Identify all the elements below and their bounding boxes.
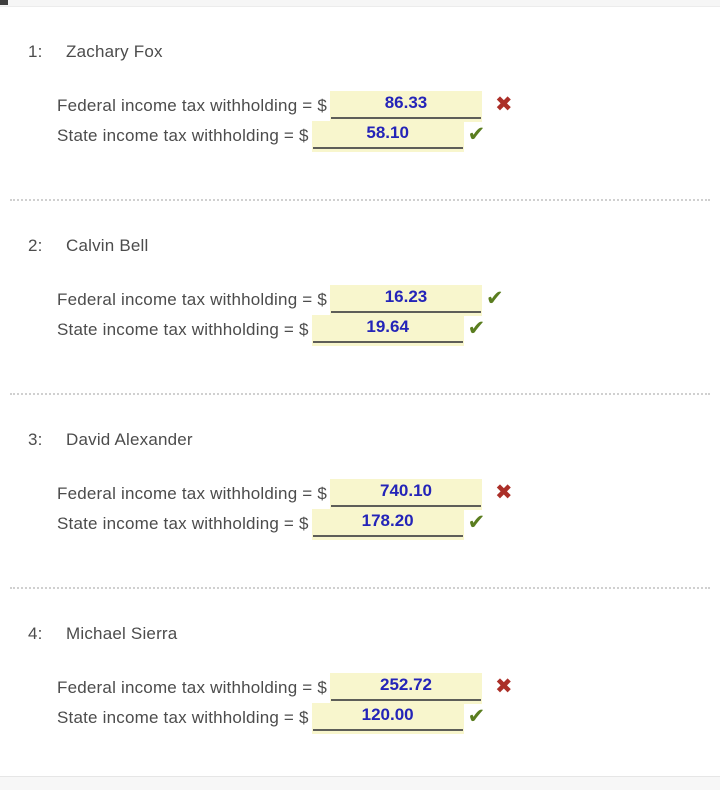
- bottom-page-edge: [0, 776, 720, 790]
- state-answer-field: [311, 315, 464, 346]
- problem-name: Michael Sierra: [66, 624, 178, 643]
- federal-label: Federal income tax withholding = $: [57, 678, 327, 697]
- state-amount-input[interactable]: [311, 703, 464, 734]
- federal-answer-field: [329, 285, 482, 316]
- federal-amount-input[interactable]: [329, 673, 482, 704]
- state-label: State income tax withholding = $: [57, 708, 309, 727]
- problem-header: 4: Michael Sierra: [0, 624, 720, 644]
- federal-row: Federal income tax withholding = $ ✖: [57, 673, 720, 704]
- dotted-divider: [10, 587, 710, 589]
- answer-rows: Federal income tax withholding = $ ✖ Sta…: [57, 673, 720, 734]
- federal-label: Federal income tax withholding = $: [57, 96, 327, 115]
- top-page-edge: [0, 0, 720, 7]
- problem-block-4: 4: Michael Sierra Federal income tax wit…: [0, 589, 720, 734]
- federal-answer-field: [329, 673, 482, 704]
- federal-label: Federal income tax withholding = $: [57, 484, 327, 503]
- federal-answer-field: [329, 479, 482, 510]
- answer-rows: Federal income tax withholding = $ ✖ Sta…: [57, 479, 720, 540]
- federal-label: Federal income tax withholding = $: [57, 290, 327, 309]
- state-label: State income tax withholding = $: [57, 126, 309, 145]
- x-icon: ✖: [494, 93, 513, 116]
- problems-list: 1: Zachary Fox Federal income tax withho…: [0, 7, 720, 734]
- problem-header: 2: Calvin Bell: [0, 236, 720, 256]
- x-icon: ✖: [494, 481, 513, 504]
- problem-name: David Alexander: [66, 430, 193, 449]
- federal-answer-field: [329, 91, 482, 122]
- state-amount-input[interactable]: [311, 121, 464, 152]
- state-row: State income tax withholding = $ ✔: [57, 509, 720, 540]
- problem-block-3: 3: David Alexander Federal income tax wi…: [0, 395, 720, 540]
- state-row: State income tax withholding = $ ✔: [57, 315, 720, 346]
- state-answer-field: [311, 121, 464, 152]
- state-answer-field: [311, 509, 464, 540]
- problem-header: 1: Zachary Fox: [0, 42, 720, 62]
- federal-row: Federal income tax withholding = $ ✖: [57, 479, 720, 510]
- corner-mark: [0, 0, 8, 5]
- state-label: State income tax withholding = $: [57, 320, 309, 339]
- x-icon: ✖: [494, 675, 513, 698]
- state-answer-field: [311, 703, 464, 734]
- problem-header: 3: David Alexander: [0, 430, 720, 450]
- answer-rows: Federal income tax withholding = $ ✖ Sta…: [57, 91, 720, 152]
- problem-name: Zachary Fox: [66, 42, 163, 61]
- federal-amount-input[interactable]: [329, 285, 482, 316]
- problem-name: Calvin Bell: [66, 236, 149, 255]
- state-amount-input[interactable]: [311, 509, 464, 540]
- check-icon: ✔: [467, 317, 486, 340]
- answer-rows: Federal income tax withholding = $ ✔ Sta…: [57, 285, 720, 346]
- dotted-divider: [10, 199, 710, 201]
- problem-block-2: 2: Calvin Bell Federal income tax withho…: [0, 201, 720, 346]
- problem-block-1: 1: Zachary Fox Federal income tax withho…: [0, 7, 720, 152]
- problem-number: 3:: [28, 430, 43, 449]
- federal-amount-input[interactable]: [329, 91, 482, 122]
- federal-amount-input[interactable]: [329, 479, 482, 510]
- check-icon: ✔: [467, 511, 486, 534]
- state-label: State income tax withholding = $: [57, 514, 309, 533]
- federal-row: Federal income tax withholding = $ ✖: [57, 91, 720, 122]
- problem-number: 2:: [28, 236, 43, 255]
- state-row: State income tax withholding = $ ✔: [57, 121, 720, 152]
- dotted-divider: [10, 393, 710, 395]
- problem-number: 4:: [28, 624, 43, 643]
- check-icon: ✔: [485, 287, 504, 310]
- federal-row: Federal income tax withholding = $ ✔: [57, 285, 720, 316]
- problem-number: 1:: [28, 42, 43, 61]
- check-icon: ✔: [467, 123, 486, 146]
- check-icon: ✔: [467, 705, 486, 728]
- state-amount-input[interactable]: [311, 315, 464, 346]
- state-row: State income tax withholding = $ ✔: [57, 703, 720, 734]
